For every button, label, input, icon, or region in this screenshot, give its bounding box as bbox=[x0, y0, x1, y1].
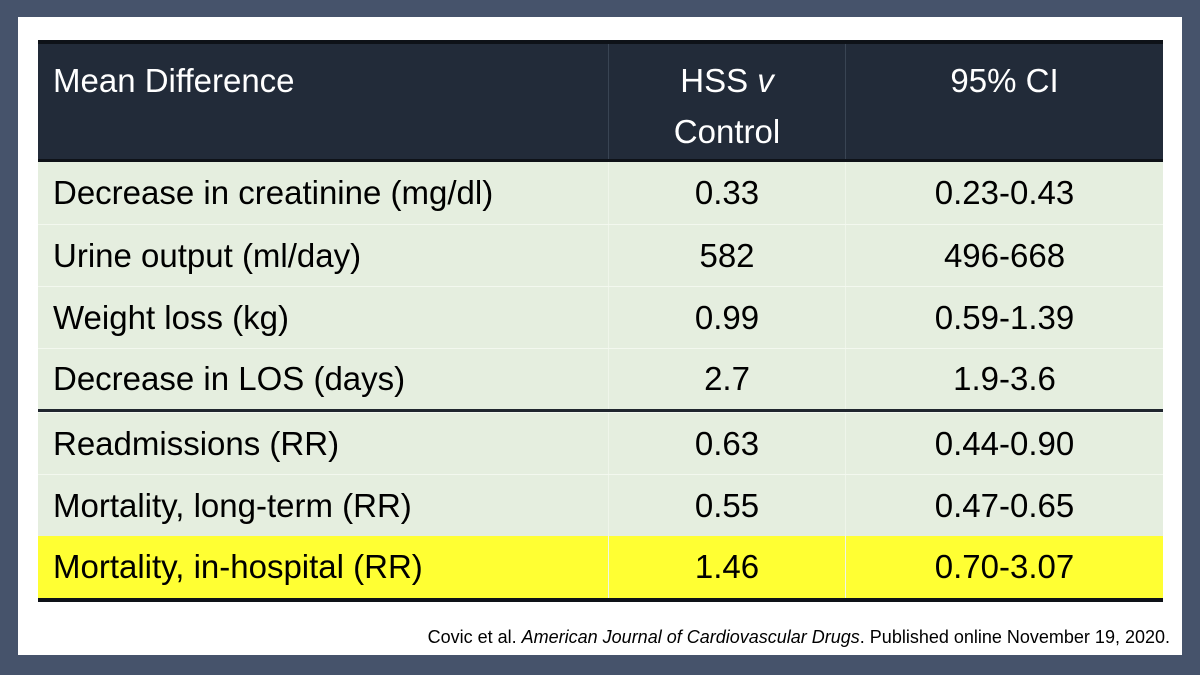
citation-journal: American Journal of Cardiovascular Drugs bbox=[521, 627, 860, 647]
row-value: 0.63 bbox=[608, 413, 845, 474]
row-ci: 0.23-0.43 bbox=[845, 162, 1163, 224]
citation-date: . Published online November 19, 2020. bbox=[859, 627, 1170, 647]
control-line: Control bbox=[673, 113, 781, 150]
results-table: Mean Difference HSS v Control 95% CI Dec… bbox=[38, 40, 1163, 602]
row-value: 0.99 bbox=[608, 287, 845, 348]
table-row-readmissions: Readmissions (RR) 0.63 0.44-0.90 bbox=[38, 412, 1163, 474]
row-value: 2.7 bbox=[608, 349, 845, 409]
row-label: Decrease in LOS (days) bbox=[53, 360, 406, 397]
row-label: Mortality, in-hospital (RR) bbox=[53, 548, 423, 585]
column-header-hss-v-control: HSS v Control bbox=[608, 44, 845, 159]
row-value: 1.46 bbox=[608, 536, 845, 598]
table-row-los: Decrease in LOS (days) 2.7 1.9-3.6 bbox=[38, 348, 1163, 412]
table-header-row: Mean Difference HSS v Control 95% CI bbox=[38, 44, 1163, 162]
row-label: Urine output (ml/day) bbox=[53, 236, 362, 274]
row-ci: 1.9-3.6 bbox=[845, 349, 1163, 409]
column-header-mean-difference: Mean Difference bbox=[53, 62, 295, 99]
row-value: 0.55 bbox=[608, 475, 845, 536]
table-row-urine-output: Urine output (ml/day) 582 496-668 bbox=[38, 224, 1163, 286]
row-label: Readmissions (RR) bbox=[53, 424, 340, 462]
table-row-mortality-in-hospital: Mortality, in-hospital (RR) 1.46 0.70-3.… bbox=[38, 536, 1163, 598]
slide: Mean Difference HSS v Control 95% CI Dec… bbox=[18, 17, 1182, 655]
table-row-creatinine: Decrease in creatinine (mg/dl) 0.33 0.23… bbox=[38, 162, 1163, 224]
row-label: Decrease in creatinine (mg/dl) bbox=[53, 174, 494, 211]
row-ci: 0.47-0.65 bbox=[845, 475, 1163, 536]
citation-authors: Covic et al. bbox=[427, 627, 522, 647]
row-ci: 0.59-1.39 bbox=[845, 287, 1163, 348]
table-body: Decrease in creatinine (mg/dl) 0.33 0.23… bbox=[38, 162, 1163, 598]
row-ci: 496-668 bbox=[845, 225, 1163, 286]
column-header-95-ci: 95% CI bbox=[845, 44, 1163, 159]
row-value: 582 bbox=[608, 225, 845, 286]
hss-v-line: HSS v bbox=[680, 62, 774, 99]
table-row-weight-loss: Weight loss (kg) 0.99 0.59-1.39 bbox=[38, 286, 1163, 348]
citation-text: Covic et al. American Journal of Cardiov… bbox=[428, 627, 1170, 648]
table-row-mortality-long-term: Mortality, long-term (RR) 0.55 0.47-0.65 bbox=[38, 474, 1163, 536]
row-label: Weight loss (kg) bbox=[53, 298, 289, 336]
row-value: 0.33 bbox=[608, 162, 845, 224]
row-label: Mortality, long-term (RR) bbox=[53, 486, 412, 524]
row-ci: 0.70-3.07 bbox=[845, 536, 1163, 598]
row-ci: 0.44-0.90 bbox=[845, 413, 1163, 474]
